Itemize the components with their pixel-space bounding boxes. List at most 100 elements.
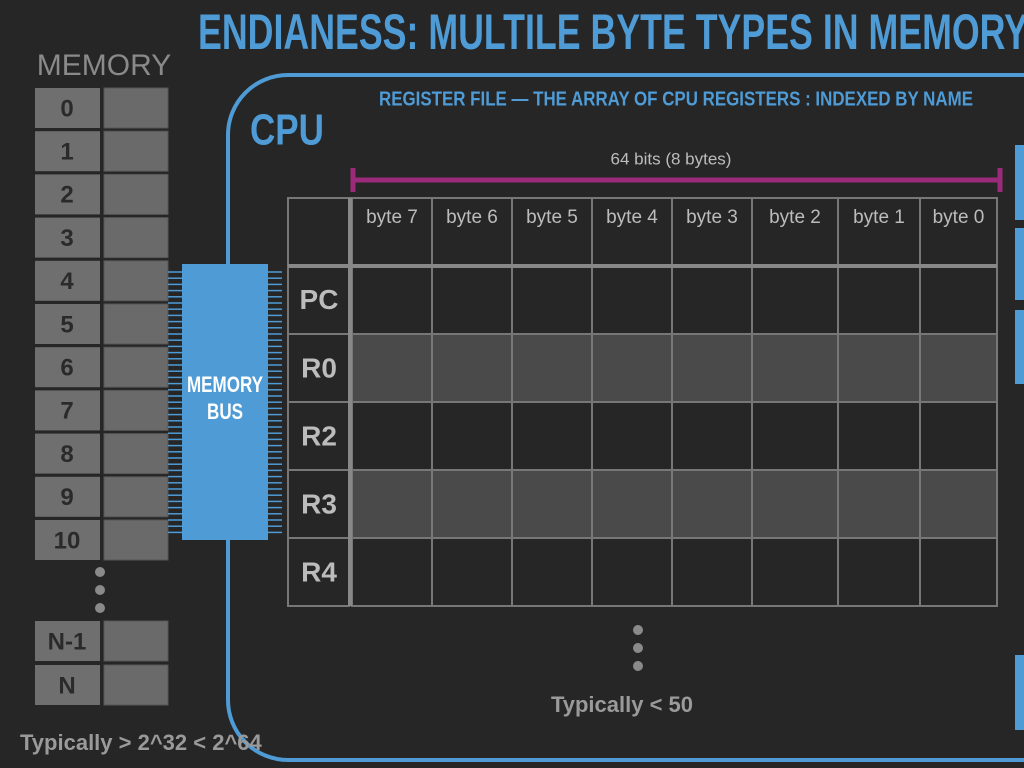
register-byte [511, 401, 593, 471]
cpu-label: CPU [250, 106, 324, 155]
byte-label: byte 2 [769, 207, 821, 228]
ellipsis-dot [95, 585, 105, 595]
register-byte [751, 401, 839, 471]
register-byte [837, 537, 921, 607]
ellipsis-dot [633, 625, 643, 635]
address: 2 [60, 182, 73, 209]
address: 8 [60, 441, 73, 468]
address-cell [35, 476, 100, 517]
address-cell [35, 433, 100, 474]
memory-label: MEMORY [37, 49, 171, 82]
memory-cell [103, 303, 169, 345]
address-cell [35, 217, 100, 258]
memory-cell [103, 130, 169, 172]
address: 7 [60, 398, 73, 425]
register-byte [919, 537, 998, 607]
register-byte [351, 537, 433, 607]
address-cell [35, 621, 100, 661]
register-byte [919, 469, 998, 539]
register-byte [671, 537, 753, 607]
register-name: PC [300, 284, 339, 315]
memory-cell [103, 664, 169, 706]
register-byte [431, 264, 513, 335]
width-label: 64 bits (8 bytes) [611, 149, 732, 168]
memory-cell [103, 389, 169, 431]
register-byte [351, 333, 433, 403]
side-box [1015, 310, 1024, 384]
memory-bus [182, 264, 268, 540]
register-name: R3 [301, 488, 337, 519]
byte-label: byte 5 [526, 207, 578, 228]
register-byte [431, 401, 513, 471]
register-byte [591, 333, 673, 403]
register-byte [351, 264, 433, 335]
register-byte [591, 537, 673, 607]
byte-label: byte 3 [686, 207, 738, 228]
register-byte [919, 333, 998, 403]
address: 9 [60, 484, 73, 511]
byte-label: byte 7 [366, 207, 418, 228]
register-name: R0 [301, 352, 337, 383]
memory-cell [103, 433, 169, 475]
register-byte [351, 401, 433, 471]
memory-cell [103, 346, 169, 388]
register-byte [671, 469, 753, 539]
register-byte [431, 537, 513, 607]
register-byte [837, 401, 921, 471]
register-byte [751, 537, 839, 607]
memory-note: Typically > 2^32 < 2^64 [20, 730, 263, 755]
memory-cell [103, 87, 169, 129]
address-cell [35, 131, 100, 172]
memory-cell [103, 173, 169, 215]
bus-label: BUS [207, 399, 243, 424]
address-cell [35, 390, 100, 431]
cpu-subtitle: REGISTER FILE — THE ARRAY OF CPU REGISTE… [379, 88, 973, 110]
address: 1 [60, 139, 73, 166]
address: 6 [60, 355, 73, 382]
slide-title: ENDIANESS: MULTILE BYTE TYPES IN MEMORY [198, 4, 1024, 60]
register-byte [919, 264, 998, 335]
side-box [1015, 228, 1024, 300]
memory-cell [103, 620, 169, 662]
address-cell [35, 88, 100, 128]
register-byte [511, 537, 593, 607]
address: 3 [60, 225, 73, 252]
register-byte [919, 401, 998, 471]
address-cell [35, 347, 100, 388]
register-byte [511, 264, 593, 335]
address-cell [35, 665, 100, 705]
register-byte [511, 333, 593, 403]
register-byte [751, 333, 839, 403]
register-name-cell [287, 537, 350, 607]
side-box [1015, 145, 1024, 220]
cpu-note: Typically < 50 [551, 692, 693, 717]
address-cell [35, 520, 100, 560]
memory-cell [103, 519, 169, 561]
register-byte [751, 469, 839, 539]
register-byte [671, 333, 753, 403]
register-byte [591, 264, 673, 335]
address: N [58, 672, 75, 699]
address: 0 [60, 95, 73, 122]
register-byte [351, 469, 433, 539]
memory-cell [103, 260, 169, 302]
byte-label: byte 0 [933, 207, 985, 228]
address: 5 [60, 311, 73, 338]
register-byte [837, 333, 921, 403]
register-byte [431, 469, 513, 539]
address: 10 [54, 527, 81, 554]
register-byte [671, 264, 753, 335]
memory-cell [103, 476, 169, 518]
register-byte [751, 264, 839, 335]
ellipsis-dot [95, 567, 105, 577]
bus-label: MEMORY [187, 372, 263, 397]
ellipsis-dot [633, 661, 643, 671]
address: 4 [60, 268, 74, 295]
register-byte [511, 469, 593, 539]
byte-label: byte 1 [853, 207, 905, 228]
byte-label: byte 6 [446, 207, 498, 228]
register-name: R2 [301, 420, 337, 451]
address: N-1 [48, 628, 87, 655]
register-byte [431, 333, 513, 403]
